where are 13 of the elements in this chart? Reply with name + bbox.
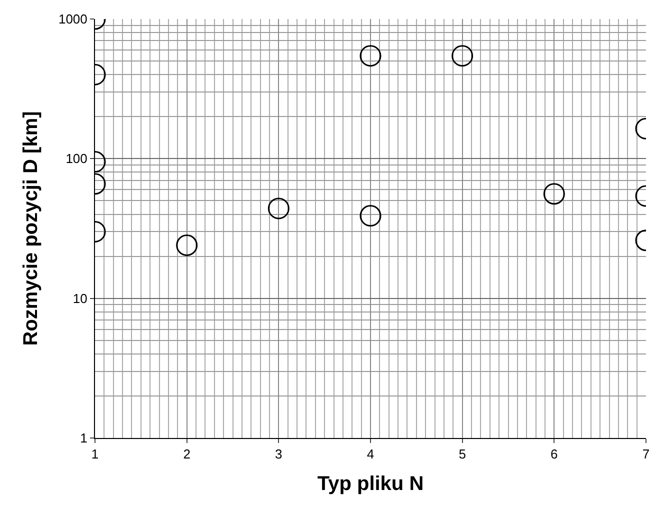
x-tick-label: 1 bbox=[91, 446, 99, 462]
y-tick-label: 1000 bbox=[58, 12, 88, 27]
y-axis-title: Rozmycie pozycji D [km] bbox=[20, 111, 42, 346]
x-tick-label: 3 bbox=[275, 446, 282, 462]
x-tick-label: 4 bbox=[366, 446, 374, 462]
y-tick-label: 1 bbox=[80, 430, 88, 446]
y-tick-label: 10 bbox=[72, 290, 88, 306]
x-tick-label: 2 bbox=[183, 446, 190, 462]
x-tick-label: 5 bbox=[458, 446, 466, 462]
x-axis-title: Typ pliku N bbox=[317, 473, 424, 496]
y-tick-label: 100 bbox=[66, 151, 88, 166]
x-tick-label: 6 bbox=[550, 446, 558, 462]
x-tick-label: 7 bbox=[642, 446, 650, 462]
